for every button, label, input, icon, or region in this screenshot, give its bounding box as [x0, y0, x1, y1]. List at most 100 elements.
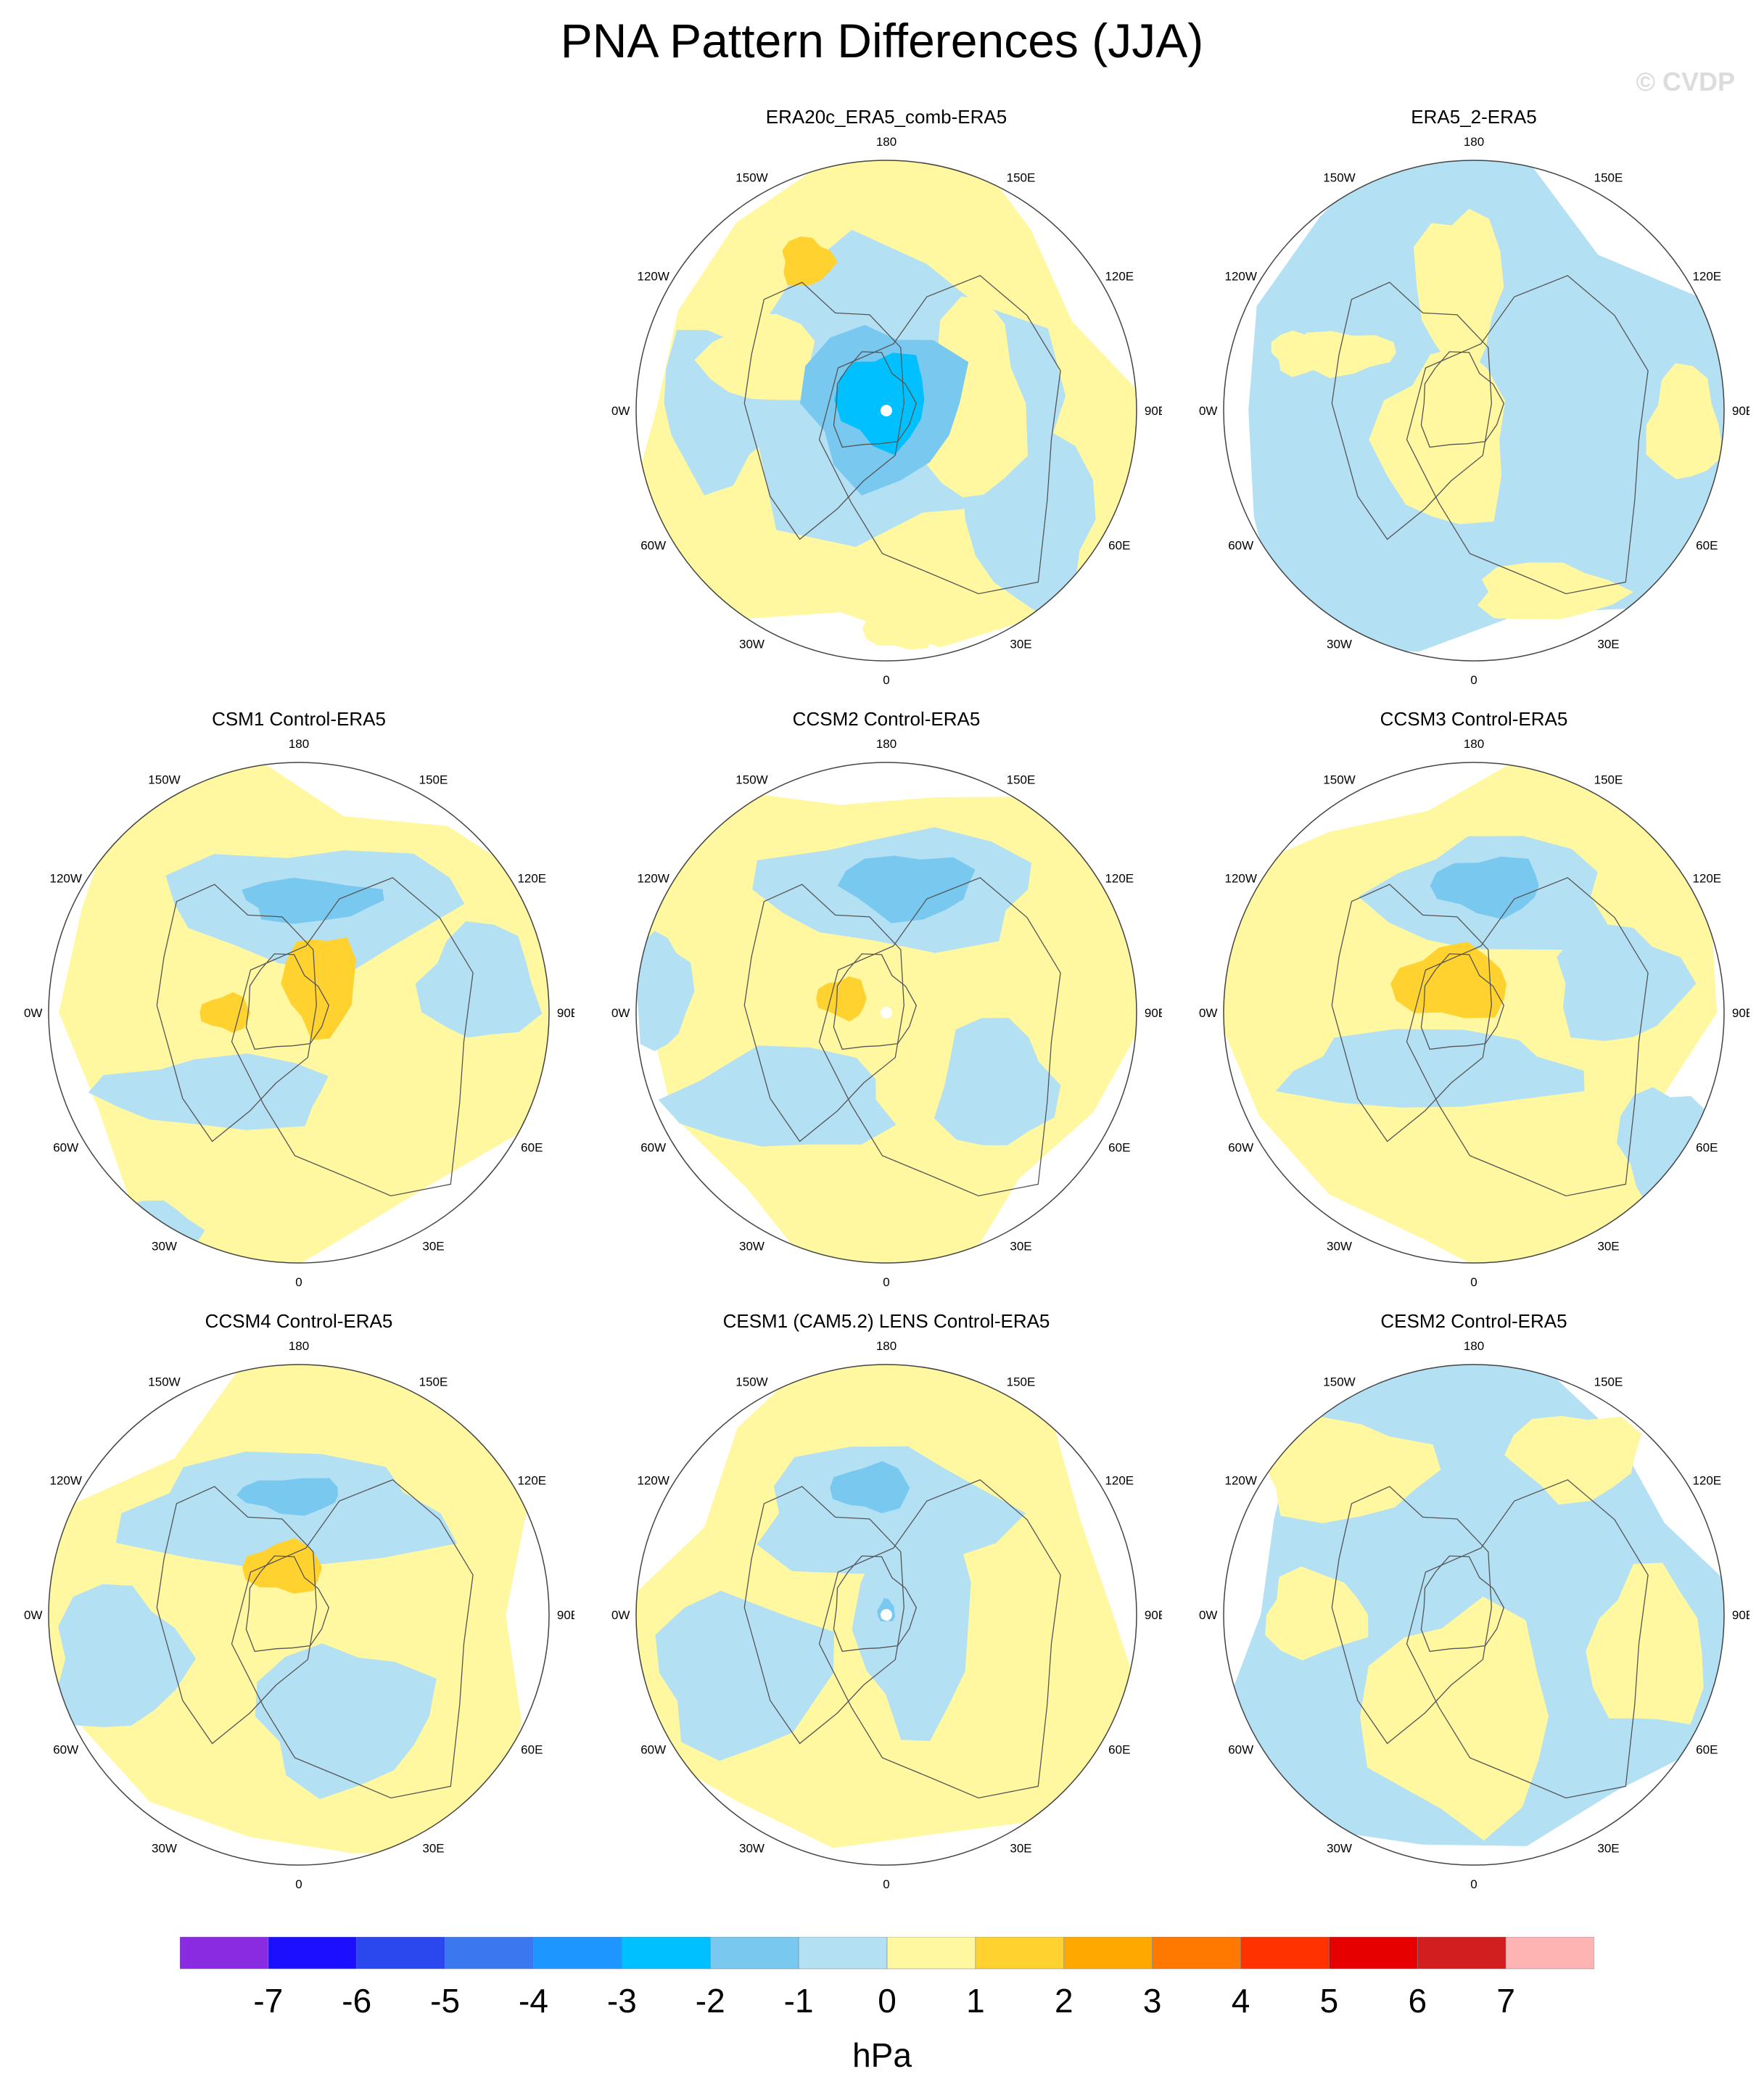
colorbar-swatch	[268, 1937, 358, 1970]
watermark: © CVDP	[1636, 67, 1735, 96]
longitude-label: 30E	[1597, 1239, 1619, 1253]
panel-title: ERA20c_ERA5_comb-ERA5	[765, 106, 1007, 128]
longitude-label: 180	[289, 737, 309, 751]
longitude-label: 90E	[557, 1608, 574, 1622]
longitude-label: 90W	[23, 1006, 42, 1020]
longitude-label: 90E	[1732, 1608, 1749, 1622]
pole-marker	[881, 405, 892, 416]
anomaly-region	[834, 353, 925, 456]
longitude-label: 120E	[1692, 872, 1721, 886]
longitude-label: 90W	[611, 1608, 630, 1622]
panel-title: CCSM2 Control-ERA5	[792, 708, 981, 730]
longitude-label: 60E	[521, 1141, 543, 1155]
longitude-label: 180	[876, 135, 897, 149]
longitude-label: 30E	[1010, 1239, 1031, 1253]
longitude-label: 30E	[422, 1239, 444, 1253]
map-border	[635, 1364, 1137, 1866]
anomaly-region	[199, 992, 251, 1033]
anomaly-region	[57, 1584, 197, 1727]
longitude-label: 180	[1464, 1339, 1484, 1353]
anomaly-region	[862, 603, 936, 650]
polar-map: 180 150E 120E 90E 60E 30E 0 30W 60W 90W 120W 150W	[23, 737, 574, 1288]
longitude-label: 90W	[611, 404, 630, 418]
colorbar-swatch	[356, 1937, 445, 1970]
longitude-label: 150E	[1594, 773, 1623, 787]
map-border	[1223, 762, 1725, 1264]
longitude-label: 150E	[1594, 171, 1623, 185]
anomaly-region	[1586, 1563, 1704, 1724]
map-panel: CCSM4 Control-ERA5 180 150E 120E 90E 60E 30E 0…	[23, 1310, 574, 1890]
anomaly-region	[933, 1018, 1061, 1145]
polar-map: 180 150E 120E 90E 60E 30E 0 30W 60W 90W 120W 150W	[1198, 135, 1749, 686]
longitude-label: 90E	[557, 1006, 574, 1020]
longitude-label: 150W	[735, 171, 767, 185]
colorbar-tick-label: 2	[1055, 1982, 1073, 2020]
polar-map: 180 150E 120E 90E 60E 30E 0 30W 60W 90W 120W 150W	[1198, 1339, 1749, 1890]
longitude-label: 180	[876, 737, 897, 751]
map-border	[48, 1364, 550, 1866]
longitude-label: 30E	[1597, 1841, 1619, 1855]
anomaly-region	[658, 1045, 897, 1147]
colorbar-swatch	[798, 1937, 888, 1970]
longitude-label: 60W	[1228, 1743, 1253, 1757]
longitude-label: 120W	[49, 1474, 81, 1488]
longitude-label: 0	[883, 1877, 889, 1890]
longitude-label: 60W	[640, 1743, 666, 1757]
longitude-label: 60E	[1696, 539, 1718, 553]
longitude-label: 150W	[148, 1375, 180, 1389]
anomaly-region	[1360, 1597, 1549, 1841]
longitude-label: 90E	[1145, 1006, 1162, 1020]
polar-map: 180 150E 120E 90E 60E 30E 0 30W 60W 90W 120W 150W	[611, 737, 1162, 1288]
longitude-label: 0	[1470, 1877, 1477, 1890]
colorbar-swatch	[622, 1937, 711, 1970]
colorbar-tick-label: 5	[1320, 1982, 1339, 2020]
panel-title: ERA5_2-ERA5	[1411, 106, 1537, 128]
longitude-label: 150E	[1007, 171, 1036, 185]
colorbar-tick-label: -3	[607, 1982, 637, 2020]
longitude-label: 0	[1470, 1275, 1477, 1288]
page-title: PNA Pattern Differences (JJA)	[560, 14, 1204, 67]
coastline	[156, 1479, 474, 1799]
longitude-label: 90W	[611, 1006, 630, 1020]
anomaly-region	[655, 1590, 835, 1761]
longitude-label: 150W	[735, 1375, 767, 1389]
anomaly-region	[1265, 1566, 1369, 1661]
longitude-label: 90W	[1198, 1006, 1217, 1020]
panel-title: CCSM4 Control-ERA5	[205, 1310, 393, 1332]
colorbar-swatch	[1329, 1937, 1418, 1970]
panel-title: CESM1 (CAM5.2) LENS Control-ERA5	[722, 1310, 1050, 1332]
map-panel: CESM1 (CAM5.2) LENS Control-ERA5 180 150E…	[611, 1310, 1162, 1890]
longitude-label: 150W	[735, 773, 767, 787]
longitude-label: 120W	[637, 1474, 669, 1488]
longitude-label: 180	[289, 1339, 309, 1353]
map-border	[1223, 1364, 1725, 1866]
longitude-label: 90W	[1198, 1608, 1217, 1622]
longitude-label: 30E	[1597, 637, 1619, 651]
map-panel: ERA5_2-ERA5 180 150E 120E 90E 60E 30E 0 30W 60W 9…	[1198, 106, 1749, 686]
longitude-label: 150W	[1323, 171, 1355, 185]
anomaly-region	[1275, 1029, 1585, 1108]
panel-title: CESM2 Control-ERA5	[1380, 1310, 1567, 1332]
anomaly-region	[852, 1535, 971, 1741]
longitude-label: 120E	[1105, 270, 1134, 284]
anomaly-region	[1646, 363, 1724, 480]
longitude-label: 120E	[1105, 872, 1134, 886]
longitude-label: 30W	[1327, 1239, 1352, 1253]
polar-map: 180 150E 120E 90E 60E 30E 0 30W 60W 90W 120W 150W	[611, 135, 1162, 686]
colorbar: -7 -6 -5 -4 -3 -2 -1 0 1 2 3 4 5 6 7	[180, 1937, 1594, 2020]
map-border	[635, 762, 1137, 1264]
longitude-label: 60W	[53, 1743, 78, 1757]
longitude-label: 60E	[1108, 1743, 1130, 1757]
colorbar-tick-label: 6	[1408, 1982, 1427, 2020]
anomaly-region	[1271, 330, 1332, 377]
colorbar-tick-label: -7	[253, 1982, 283, 2020]
anomaly-region	[816, 976, 867, 1022]
anomaly-region	[1557, 923, 1697, 1041]
colorbar-swatch	[1152, 1937, 1241, 1970]
polar-map: 180 150E 120E 90E 60E 30E 0 30W 60W 90W 120W 150W	[611, 1339, 1162, 1890]
anomaly-region	[1430, 856, 1539, 920]
longitude-label: 30W	[1327, 637, 1352, 651]
longitude-label: 150E	[1007, 773, 1036, 787]
longitude-label: 150E	[1594, 1375, 1623, 1389]
colorbar-swatch	[1240, 1937, 1330, 1970]
